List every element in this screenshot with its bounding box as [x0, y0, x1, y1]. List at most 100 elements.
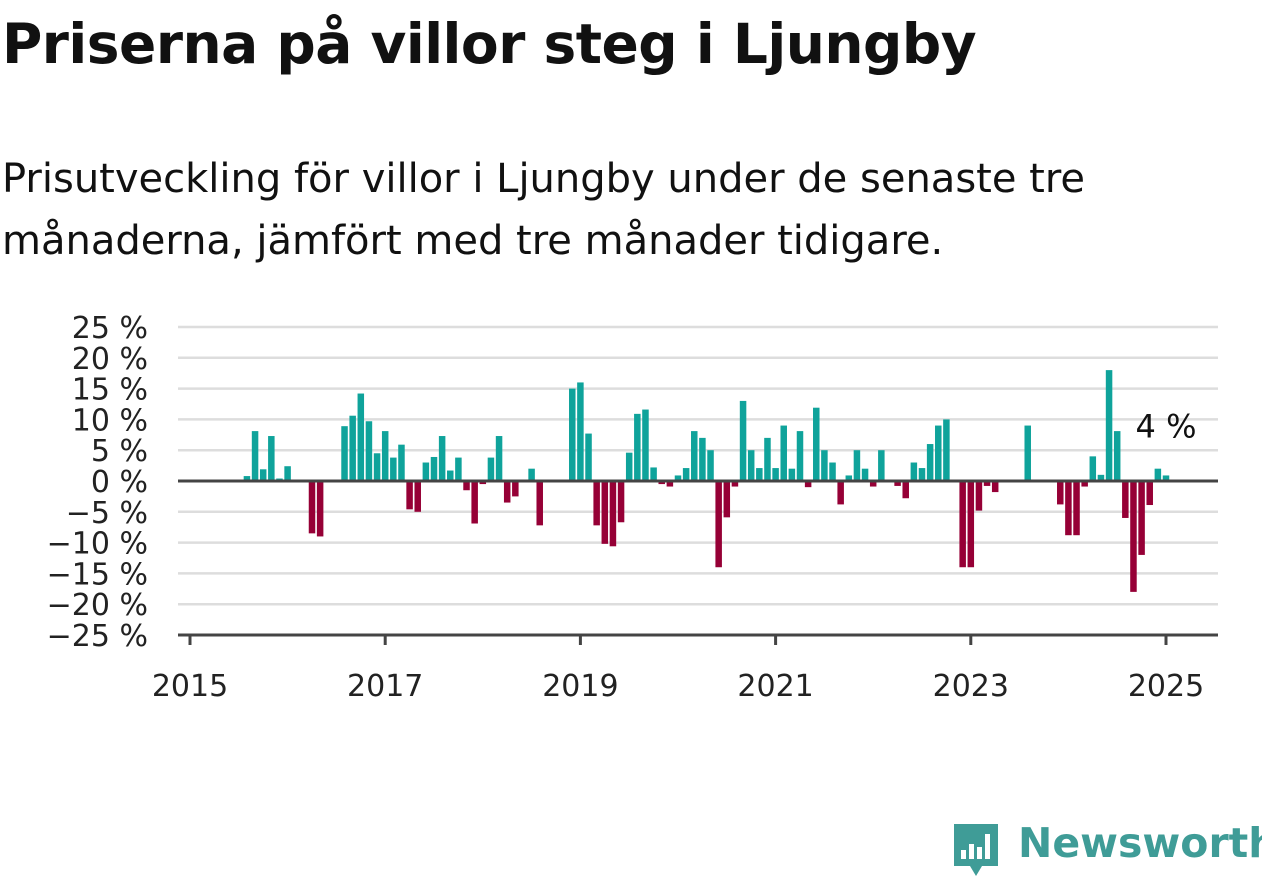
y-tick-label: 10 %	[72, 403, 148, 438]
bar	[1105, 370, 1113, 481]
bar	[902, 481, 909, 499]
bar	[463, 481, 470, 491]
bar	[447, 470, 454, 481]
bar	[495, 436, 503, 481]
x-tick-label: 2021	[737, 669, 813, 704]
bar	[471, 481, 478, 524]
bar	[381, 431, 389, 481]
bar	[682, 468, 690, 481]
x-tick-label: 2017	[347, 669, 423, 704]
bar	[772, 468, 779, 481]
bar	[943, 419, 950, 481]
bar-chart: 25 %20 %15 %10 %5 %0 %−5 %−10 %−15 %−20 …	[47, 311, 1218, 704]
bar	[528, 468, 535, 481]
bar	[625, 452, 633, 481]
bar	[796, 431, 804, 481]
bar	[707, 450, 714, 481]
bar	[414, 481, 421, 512]
bar	[853, 450, 861, 481]
bar	[1097, 474, 1105, 481]
bar	[398, 444, 405, 481]
bar	[243, 476, 251, 481]
bar	[308, 481, 316, 534]
bar	[878, 450, 885, 481]
bar	[731, 481, 739, 487]
bar	[723, 481, 731, 518]
bar	[967, 481, 975, 568]
bar	[845, 475, 853, 481]
bar	[926, 444, 934, 481]
y-tick-label: −25 %	[47, 619, 148, 654]
bar	[406, 481, 413, 510]
bar	[577, 382, 584, 481]
bar	[512, 481, 519, 497]
bar	[1081, 481, 1088, 487]
bar	[617, 481, 625, 523]
bar	[1130, 481, 1137, 592]
bar	[316, 481, 324, 537]
bar	[349, 415, 356, 481]
bars	[243, 370, 1170, 592]
bar	[341, 426, 348, 481]
bar	[251, 431, 259, 481]
bar	[373, 453, 381, 481]
bar	[861, 468, 869, 481]
y-tick-label: −20 %	[47, 588, 148, 623]
bar	[756, 468, 763, 481]
bar	[910, 462, 918, 481]
bar	[666, 481, 674, 487]
y-tick-label: −10 %	[47, 527, 148, 562]
bar	[487, 457, 495, 481]
bar	[422, 462, 430, 481]
bar	[569, 388, 576, 481]
bar	[829, 462, 836, 481]
y-tick-label: −15 %	[47, 557, 148, 592]
bar	[1024, 425, 1031, 481]
last-value-annotation: 4 %	[1136, 407, 1197, 445]
bar	[983, 481, 991, 486]
bar	[1089, 456, 1097, 481]
bar	[438, 436, 446, 481]
bar	[601, 481, 609, 544]
bar	[650, 467, 657, 481]
x-tick-label: 2015	[152, 669, 228, 704]
bar	[1122, 481, 1129, 518]
bar	[658, 481, 665, 485]
bar	[788, 468, 796, 481]
chart-subtitle: Prisutveckling för villor i Ljungby unde…	[2, 156, 1086, 264]
bar	[536, 481, 543, 526]
bar	[357, 393, 365, 481]
bar	[503, 481, 511, 503]
bar	[430, 456, 438, 481]
y-tick-label: 25 %	[72, 311, 148, 346]
bar	[1057, 481, 1064, 505]
bar	[780, 425, 787, 481]
bar	[1162, 475, 1170, 481]
bar	[747, 450, 755, 481]
bar	[1065, 481, 1072, 536]
bar	[268, 436, 275, 481]
bar	[1154, 468, 1162, 481]
bar	[593, 481, 600, 526]
bar	[935, 425, 942, 481]
y-tick-label: 15 %	[72, 373, 148, 408]
x-tick-label: 2023	[933, 669, 1009, 704]
bar	[959, 481, 966, 568]
x-tick-label: 2019	[542, 669, 618, 704]
bar	[821, 450, 828, 481]
bar	[365, 421, 373, 481]
bar	[813, 407, 820, 481]
bar	[455, 457, 462, 481]
bar	[715, 481, 722, 568]
bar	[479, 481, 487, 485]
y-tick-label: −5 %	[66, 496, 148, 531]
bar	[284, 466, 291, 481]
bar	[634, 413, 641, 481]
y-tick-label: 5 %	[91, 434, 148, 469]
bar	[991, 481, 999, 493]
bar	[764, 437, 771, 481]
bar	[674, 475, 682, 481]
bar	[894, 481, 901, 486]
bar	[642, 409, 649, 481]
y-tick-labels: 25 %20 %15 %10 %5 %0 %−5 %−10 %−15 %−20 …	[47, 311, 148, 654]
